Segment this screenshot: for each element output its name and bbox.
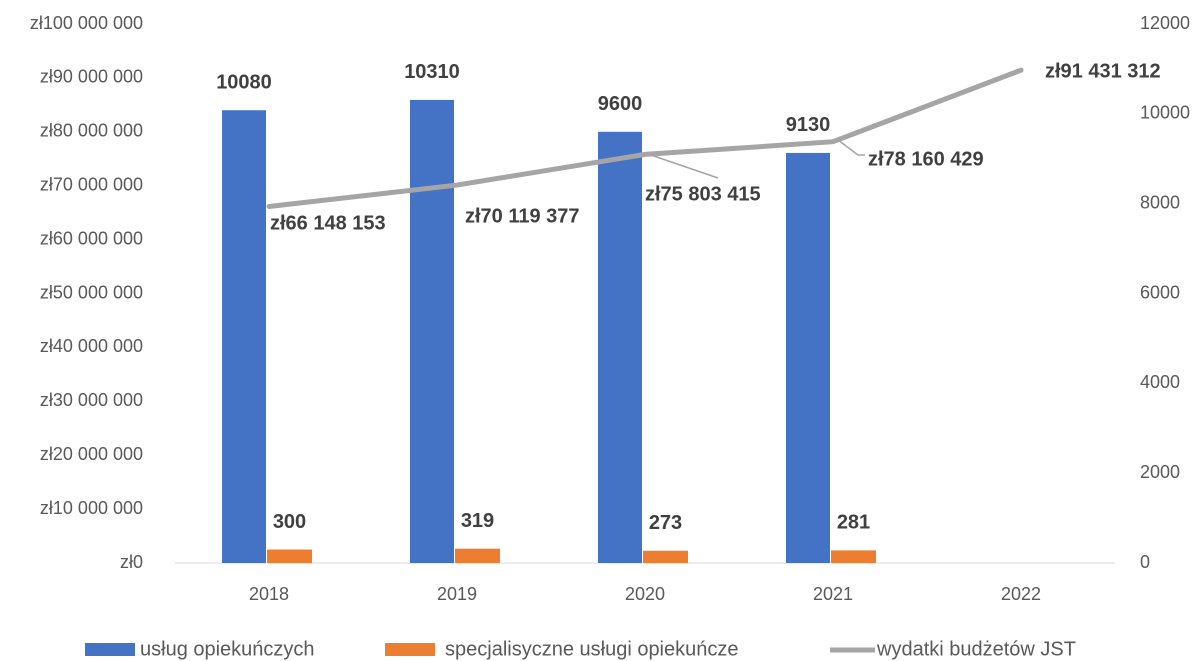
y2-tick-label: 0 [1140,552,1150,572]
y-tick-label: zł70 000 000 [40,174,143,194]
bar [267,549,312,563]
bar [222,110,266,564]
y2-tick-label: 12000 [1140,13,1190,33]
data-label: 319 [461,510,494,532]
bar [455,548,500,563]
bar [643,550,688,563]
data-label: zł66 148 153 [270,212,386,234]
bar [598,131,642,564]
x-tick-label: 2021 [813,584,853,604]
data-label: 10080 [216,72,272,94]
y-tick-label: zł30 000 000 [40,390,143,410]
leader-line [837,139,865,156]
legend-swatch [85,643,135,656]
y2-tick-label: 6000 [1140,282,1180,302]
legend-swatch [385,643,435,656]
y2-tick-label: 10000 [1140,103,1190,123]
y-tick-label: zł0 [120,552,143,572]
y-tick-label: zł60 000 000 [40,228,143,248]
data-label: 9600 [598,93,643,115]
data-label: zł91 431 312 [1045,60,1161,82]
legend-label: usług opiekuńczych [140,638,315,660]
bar [786,152,830,563]
data-label: 281 [837,512,870,534]
data-label: 10310 [404,61,460,83]
x-tick-label: 2020 [625,584,665,604]
x-tick-label: 2022 [1001,584,1041,604]
data-label: 273 [649,512,682,534]
x-tick-label: 2018 [249,584,289,604]
y2-tick-label: 8000 [1140,192,1180,212]
data-label: zł78 160 429 [868,148,984,170]
x-tick-label: 2019 [437,584,477,604]
y-tick-label: zł40 000 000 [40,336,143,356]
data-label: zł75 803 415 [645,183,761,205]
bar [410,99,454,563]
y2-tick-label: 2000 [1140,462,1180,482]
y-tick-label: zł80 000 000 [40,121,143,141]
y2-tick-label: 4000 [1140,372,1180,392]
y-tick-label: zł50 000 000 [40,282,143,302]
y-tick-label: zł20 000 000 [40,444,143,464]
data-label: zł70 119 377 [465,205,580,227]
y-tick-label: zł100 000 000 [30,13,143,33]
data-label: 300 [273,511,306,533]
legend-label: wydatki budżetów JST [876,638,1076,660]
line [266,67,1024,209]
data-label: 9130 [786,114,831,136]
leader-line [644,152,719,179]
y-tick-label: zł10 000 000 [40,498,143,518]
legend-label: specjalisyczne usługi opiekuńcze [445,638,739,660]
y-tick-label: zł90 000 000 [40,67,143,87]
bar [831,550,876,563]
